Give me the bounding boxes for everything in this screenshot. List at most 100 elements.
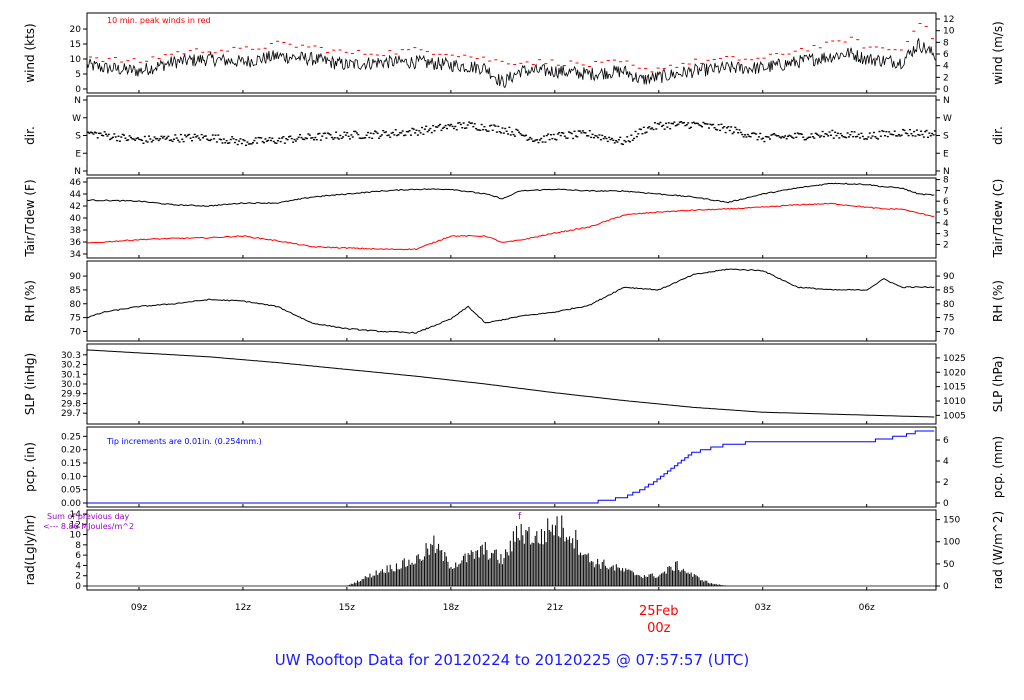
direction-point [757, 136, 760, 138]
direction-point [181, 138, 184, 140]
direction-point [168, 139, 171, 142]
direction-point [605, 137, 608, 140]
direction-point [444, 124, 447, 127]
direction-point [203, 135, 206, 137]
direction-point [364, 137, 367, 139]
direction-point [206, 138, 209, 140]
direction-point [117, 135, 120, 137]
direction-point [612, 139, 615, 141]
direction-point [220, 138, 223, 141]
direction-point [387, 134, 390, 136]
direction-point [884, 134, 887, 137]
direction-point [703, 122, 706, 125]
direction-point [186, 134, 189, 136]
direction-point [490, 124, 493, 126]
direction-point [838, 137, 841, 139]
direction-point [336, 137, 339, 139]
y-tick-label-left: S [75, 132, 81, 142]
direction-point [642, 126, 645, 129]
y-tick-label-right: 0 [943, 582, 949, 592]
direction-point [482, 128, 485, 131]
direction-point [487, 130, 490, 132]
direction-point [394, 129, 397, 131]
direction-point [760, 138, 763, 140]
direction-point [100, 134, 103, 136]
direction-point [806, 137, 809, 139]
y-tick-label-left: 30.3 [61, 351, 81, 361]
direction-point [587, 135, 590, 137]
direction-point [348, 138, 351, 140]
direction-point [692, 121, 695, 124]
direction-point [269, 139, 272, 142]
direction-point [565, 137, 568, 139]
direction-point [768, 138, 771, 140]
direction-point [911, 135, 914, 137]
direction-point [562, 132, 565, 134]
page-title: UW Rooftop Data for 20120224 to 20120225… [274, 651, 750, 669]
direction-point [202, 137, 205, 139]
direction-point [125, 139, 128, 142]
direction-point [380, 134, 383, 136]
direction-point [721, 127, 724, 129]
direction-point [106, 135, 109, 137]
direction-point [283, 142, 286, 144]
y-tick-label-left: 0.15 [61, 459, 81, 469]
direction-point [824, 133, 827, 135]
y-tick-label-left: 2 [75, 572, 81, 582]
direction-point [468, 121, 471, 123]
direction-point [570, 132, 573, 135]
direction-point [518, 131, 521, 133]
direction-point [479, 129, 482, 131]
direction-point [315, 138, 318, 141]
direction-point [393, 134, 396, 136]
direction-point [918, 134, 921, 136]
direction-point [416, 134, 419, 136]
direction-point [764, 135, 767, 138]
direction-point [156, 137, 159, 140]
direction-point [272, 140, 275, 143]
direction-point [591, 133, 594, 136]
direction-point [224, 142, 227, 144]
direction-point [251, 142, 254, 144]
direction-point [473, 123, 476, 125]
direction-point [877, 138, 880, 140]
direction-point [817, 134, 820, 136]
y-tick-label-right: 1005 [943, 411, 966, 421]
direction-point [274, 142, 277, 144]
direction-point [451, 125, 454, 128]
direction-point [581, 130, 584, 132]
direction-point [897, 133, 900, 136]
direction-point [92, 133, 95, 135]
direction-point [178, 141, 181, 143]
direction-point [526, 139, 529, 141]
direction-point [549, 134, 552, 136]
direction-point [411, 127, 414, 130]
direction-point [739, 131, 742, 134]
y-tick-label-left: N [74, 96, 81, 106]
direction-point [924, 130, 927, 133]
y-tick-label-right: 1015 [943, 383, 966, 393]
direction-point [135, 137, 138, 140]
direction-point [312, 139, 315, 141]
direction-point [691, 122, 694, 124]
direction-point [161, 137, 164, 139]
y-tick-label-left: 29.8 [61, 399, 81, 409]
direction-point [665, 122, 668, 125]
direction-point [899, 135, 902, 137]
direction-point [821, 130, 824, 133]
direction-point [154, 138, 157, 140]
direction-point [651, 127, 654, 129]
direction-point [189, 137, 192, 139]
direction-point [921, 133, 924, 136]
direction-point [238, 140, 241, 142]
direction-point [917, 133, 920, 136]
direction-point [175, 137, 178, 139]
x-tick-label: 15z [339, 603, 355, 613]
direction-point [655, 128, 658, 130]
direction-point [926, 136, 929, 139]
direction-point [177, 139, 180, 141]
direction-point [678, 121, 681, 123]
direction-point [574, 135, 577, 137]
direction-point [167, 135, 170, 138]
